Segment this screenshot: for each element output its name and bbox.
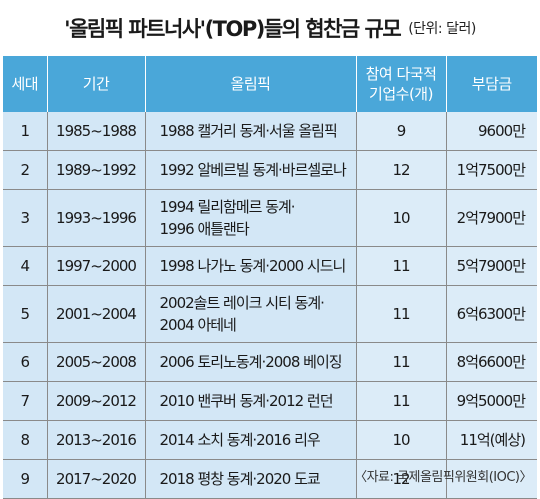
- cell-amount: 11억(예상): [446, 420, 537, 460]
- olympic-line: 2014 소치 동계·2016 리우: [159, 431, 321, 449]
- olympic-line: 1992 알베르빌 동계·바르셀로나: [159, 161, 347, 179]
- table-row: 2 1989~1992 1992 알베르빌 동계·바르셀로나 12 1억7500만: [3, 150, 537, 190]
- header-companies: 참여 다국적 기업수(개): [356, 56, 447, 112]
- sponsorship-table: 세대 기간 올림픽 참여 다국적 기업수(개) 부담금 1 1985~1988 19…: [3, 56, 537, 499]
- olympic-line: 2018 평창 동계·2020 도쿄: [159, 470, 321, 488]
- cell-amount: 2억7900만: [446, 189, 537, 247]
- cell-olympic: 2010 밴쿠버 동계·2012 런던: [145, 381, 357, 421]
- cell-generation: 8: [3, 420, 48, 460]
- olympic-line: 1994 릴리함메르 동계·: [159, 198, 296, 216]
- cell-olympic: 2018 평창 동계·2020 도쿄: [145, 459, 357, 499]
- olympic-line: 2004 아테네: [159, 316, 237, 334]
- cell-generation: 3: [3, 189, 48, 247]
- table-row: 3 1993~1996 1994 릴리함메르 동계· 1996 애틀랜타 10 2억790…: [3, 189, 537, 247]
- cell-amount: 1억7500만: [446, 150, 537, 190]
- olympic-line: 1988 캘거리 동계·서울 올림픽: [159, 122, 338, 140]
- table-row: 1 1985~1988 1988 캘거리 동계·서울 올림픽 9 9600만: [3, 112, 537, 151]
- table-row: 4 1997~2000 1998 나가노 동계·2000 시드니 11 5억7900만: [3, 246, 537, 286]
- cell-period: 2017~2020: [47, 459, 146, 499]
- cell-generation: 7: [3, 381, 48, 421]
- olympic-line: 1998 나가노 동계·2000 시드니: [159, 257, 347, 275]
- olympic-line: 1996 애틀랜타: [159, 220, 250, 238]
- cell-companies: 11: [356, 285, 447, 343]
- header-olympic: 올림픽: [145, 56, 357, 112]
- table-body: 1 1985~1988 1988 캘거리 동계·서울 올림픽 9 9600만 2 1989~…: [3, 112, 537, 499]
- cell-generation: 5: [3, 285, 48, 343]
- cell-olympic: 1994 릴리함메르 동계· 1996 애틀랜타: [145, 189, 357, 247]
- header-companies-line2: 기업수(개): [369, 85, 433, 103]
- cell-amount: 8억6600만: [446, 342, 537, 382]
- cell-companies: 11: [356, 342, 447, 382]
- source-note: 〈자료: 국제올림픽위원회(IOC)〉: [354, 470, 532, 485]
- table-row: 7 2009~2012 2010 밴쿠버 동계·2012 런던 11 9억5000만: [3, 381, 537, 421]
- header-generation: 세대: [3, 56, 48, 112]
- table-row: 6 2005~2008 2006 토리노동계·2008 베이징 11 8억6600만: [3, 342, 537, 382]
- cell-companies: 10: [356, 189, 447, 247]
- header-companies-line1: 참여 다국적: [365, 65, 437, 83]
- cell-companies: 12: [356, 150, 447, 190]
- cell-generation: 6: [3, 342, 48, 382]
- cell-amount: 9600만: [446, 112, 537, 151]
- cell-olympic: 1992 알베르빌 동계·바르셀로나: [145, 150, 357, 190]
- cell-amount: 6억6300만: [446, 285, 537, 343]
- cell-generation: 4: [3, 246, 48, 286]
- cell-olympic: 1998 나가노 동계·2000 시드니: [145, 246, 357, 286]
- cell-period: 1989~1992: [47, 150, 146, 190]
- unit-note: (단위: 달러): [408, 21, 476, 37]
- header-amount: 부담금: [446, 56, 537, 112]
- cell-companies: 11: [356, 381, 447, 421]
- cell-amount: 9억5000만: [446, 381, 537, 421]
- cell-olympic: 2006 토리노동계·2008 베이징: [145, 342, 357, 382]
- cell-period: 2001~2004: [47, 285, 146, 343]
- olympic-line: 2002솔트 레이크 시티 동계·: [159, 294, 325, 312]
- page-title: '올림픽 파트너사'(TOP)들의 협찬금 규모: [64, 17, 402, 41]
- table-header-row: 세대 기간 올림픽 참여 다국적 기업수(개) 부담금: [3, 56, 537, 112]
- title-row: '올림픽 파트너사'(TOP)들의 협찬금 규모 (단위: 달러): [0, 0, 540, 56]
- cell-period: 2013~2016: [47, 420, 146, 460]
- table-row: 8 2013~2016 2014 소치 동계·2016 리우 10 11억(예상): [3, 420, 537, 460]
- cell-period: 1997~2000: [47, 246, 146, 286]
- olympic-line: 2006 토리노동계·2008 베이징: [159, 353, 343, 371]
- olympic-line: 2010 밴쿠버 동계·2012 런던: [159, 392, 334, 410]
- cell-olympic: 2002솔트 레이크 시티 동계· 2004 아테네: [145, 285, 357, 343]
- cell-generation: 9: [3, 459, 48, 499]
- cell-amount: 5억7900만: [446, 246, 537, 286]
- cell-olympic: 1988 캘거리 동계·서울 올림픽: [145, 112, 357, 151]
- cell-olympic: 2014 소치 동계·2016 리우: [145, 420, 357, 460]
- cell-companies: 9: [356, 112, 447, 151]
- cell-period: 1993~1996: [47, 189, 146, 247]
- cell-period: 1985~1988: [47, 112, 146, 151]
- cell-generation: 1: [3, 112, 48, 151]
- cell-period: 2005~2008: [47, 342, 146, 382]
- header-period: 기간: [47, 56, 146, 112]
- cell-companies: 10: [356, 420, 447, 460]
- cell-companies: 11: [356, 246, 447, 286]
- table-row: 5 2001~2004 2002솔트 레이크 시티 동계· 2004 아테네 11 6억6…: [3, 285, 537, 343]
- cell-period: 2009~2012: [47, 381, 146, 421]
- cell-generation: 2: [3, 150, 48, 190]
